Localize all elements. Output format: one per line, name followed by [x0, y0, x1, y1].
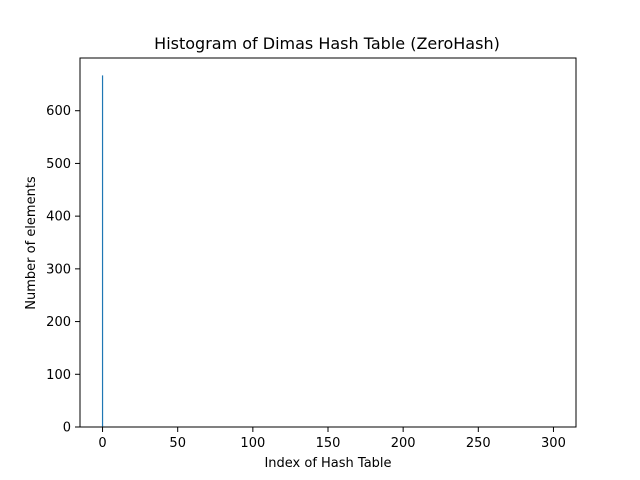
- y-tick-label-6: 600: [46, 104, 71, 119]
- y-tick-label-3: 300: [46, 262, 71, 277]
- y-axis-label: Number of elements: [24, 176, 39, 310]
- x-tick-label-6: 300: [541, 436, 566, 451]
- x-tick-label-2: 100: [240, 436, 265, 451]
- x-axis-label: Index of Hash Table: [264, 456, 391, 471]
- y-tick-label-5: 500: [46, 157, 71, 172]
- y-tick-label-0: 0: [63, 421, 71, 436]
- x-tick-label-1: 50: [169, 436, 186, 451]
- x-tick-label-5: 250: [466, 436, 491, 451]
- x-tick-label-4: 200: [391, 436, 416, 451]
- y-tick-label-1: 100: [46, 368, 71, 383]
- y-tick-label-2: 200: [46, 315, 71, 330]
- plot-frame: [79, 57, 577, 428]
- x-tick-label-3: 150: [316, 436, 341, 451]
- y-axis-ticks: 0 100 200 300 400 500 600: [46, 104, 80, 436]
- x-axis-ticks: 0 50 100 150 200 250 300: [98, 427, 566, 451]
- x-tick-label-0: 0: [98, 436, 106, 451]
- chart-title: Histogram of Dimas Hash Table (ZeroHash): [154, 34, 500, 53]
- bars-layer: [101, 75, 104, 427]
- bar-0: [101, 75, 104, 427]
- y-tick-label-4: 400: [46, 210, 71, 225]
